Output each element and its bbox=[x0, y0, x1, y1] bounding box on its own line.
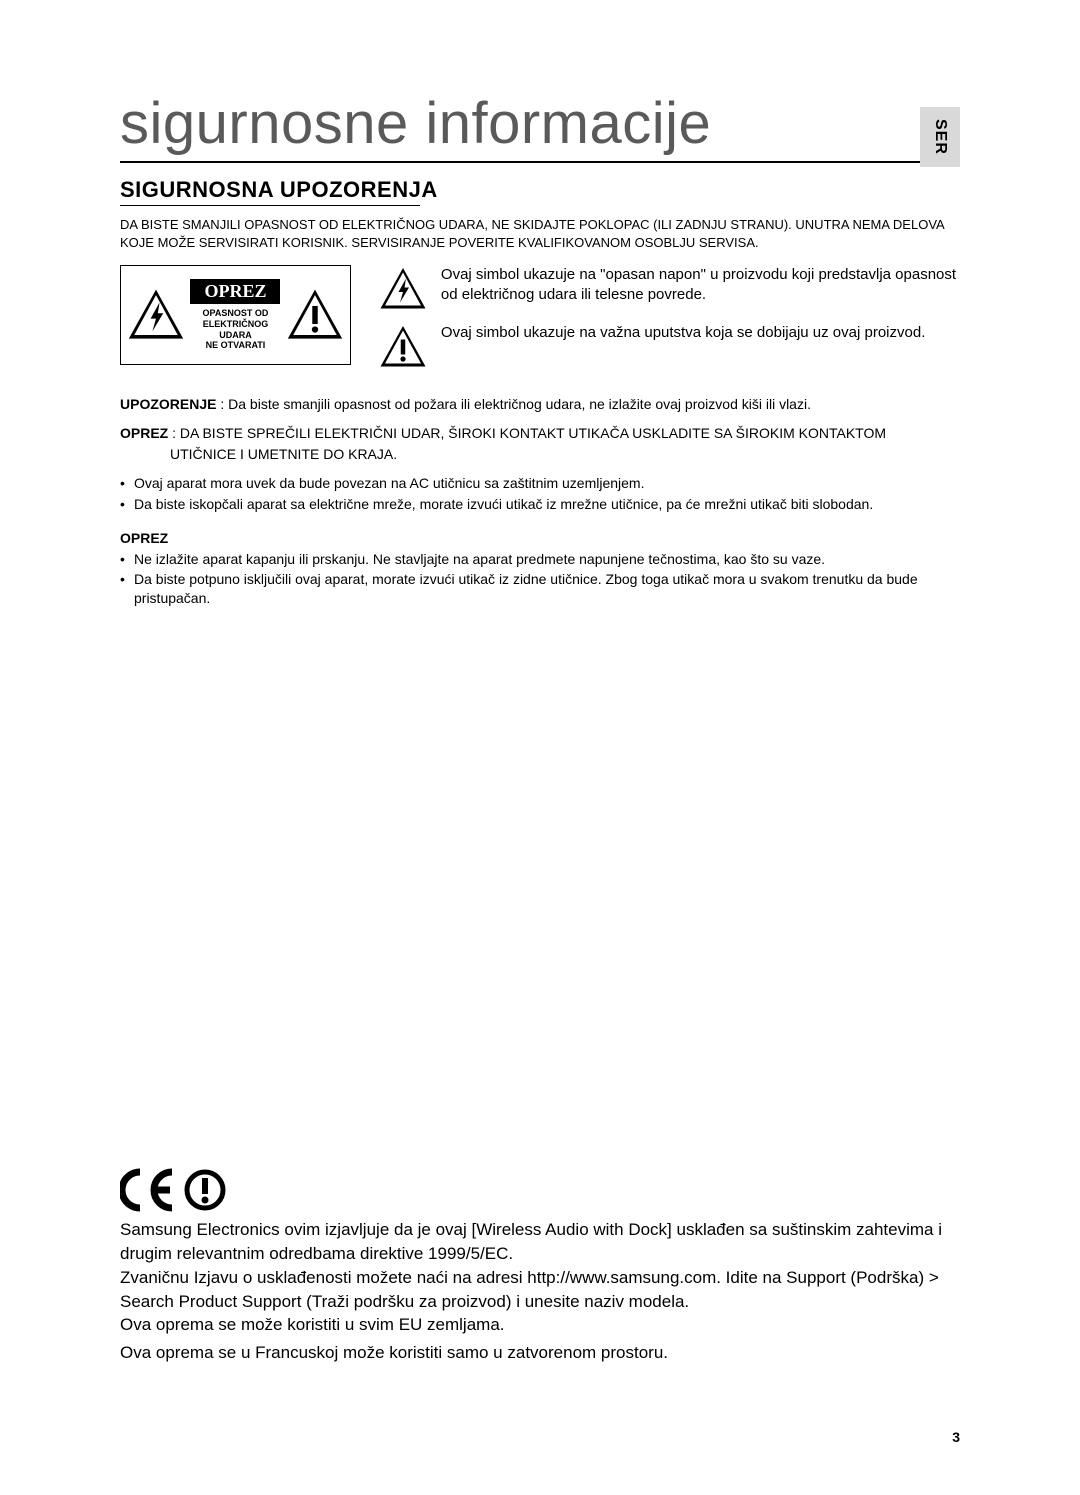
page-number: 3 bbox=[952, 1429, 960, 1445]
caution-line2: UDARA bbox=[185, 330, 286, 341]
symbol-explanations: Ovaj simbol ukazuje na "opasan napon" u … bbox=[379, 265, 960, 371]
list-item: Ne izlažite aparat kapanju ili prskanju.… bbox=[120, 550, 960, 569]
page-title: sigurnosne informacije bbox=[120, 90, 960, 157]
warning-text: : Da biste smanjili opasnost od požara i… bbox=[216, 396, 811, 412]
list-item: Da biste potpuno isključili ovaj aparat,… bbox=[120, 570, 960, 608]
exclamation-triangle-icon bbox=[286, 286, 344, 344]
oprez-text-1: : DA BISTE SPREČILI ELEKTRIČNI UDAR, ŠIR… bbox=[168, 425, 886, 441]
ce-text-3: Ova oprema se može koristiti u svim EU z… bbox=[120, 1313, 960, 1337]
subtitle-divider bbox=[120, 205, 420, 206]
oprez-label: OPREZ bbox=[120, 425, 168, 441]
caution-label: OPREZ bbox=[190, 279, 280, 304]
symbol-bolt-text: Ovaj simbol ukazuje na "opasan napon" u … bbox=[441, 265, 960, 306]
bolt-triangle-icon bbox=[127, 286, 185, 344]
ce-text-2: Zvaničnu Izjavu o usklađenosti možete na… bbox=[120, 1266, 960, 1314]
ce-text-1: Samsung Electronics ovim izjavljuje da j… bbox=[120, 1218, 960, 1266]
symbol-item-bolt: Ovaj simbol ukazuje na "opasan napon" u … bbox=[379, 265, 960, 313]
language-tab: SER bbox=[920, 107, 960, 167]
warning-label: UPOZORENJE bbox=[120, 396, 216, 412]
bullet-list-a: Ovaj aparat mora uvek da bude povezan na… bbox=[120, 474, 960, 514]
symbol-item-excl: Ovaj simbol ukazuje na važna uputstva ko… bbox=[379, 323, 960, 371]
warning-paragraph: UPOZORENJE : Da biste smanjili opasnost … bbox=[120, 395, 960, 414]
oprez-section-label: OPREZ bbox=[120, 530, 960, 546]
title-divider bbox=[120, 161, 960, 163]
bolt-triangle-icon-small bbox=[379, 265, 427, 313]
ce-mark-icon bbox=[120, 1168, 960, 1212]
ce-text-4: Ova oprema se u Francuskoj može koristit… bbox=[120, 1341, 960, 1365]
caution-box: OPREZ OPASNOST OD ELEKTRIČNOG UDARA NE O… bbox=[120, 265, 351, 365]
ce-compliance-block: Samsung Electronics ovim izjavljuje da j… bbox=[120, 1168, 960, 1365]
intro-text: DA BISTE SMANJILI OPASNOST OD ELEKTRIČNO… bbox=[120, 216, 960, 251]
oprez-paragraph: OPREZ : DA BISTE SPREČILI ELEKTRIČNI UDA… bbox=[120, 424, 960, 443]
warning-symbols-row: OPREZ OPASNOST OD ELEKTRIČNOG UDARA NE O… bbox=[120, 265, 960, 371]
list-item: Ovaj aparat mora uvek da bude povezan na… bbox=[120, 474, 960, 493]
caution-line1: OPASNOST OD ELEKTRIČNOG bbox=[185, 308, 286, 330]
bullet-list-b: Ne izlažite aparat kapanju ili prskanju.… bbox=[120, 550, 960, 609]
section-heading: SIGURNOSNA UPOZORENJA bbox=[120, 177, 960, 203]
exclamation-triangle-icon-small bbox=[379, 323, 427, 371]
caution-center: OPREZ OPASNOST OD ELEKTRIČNOG UDARA NE O… bbox=[185, 279, 286, 351]
symbol-excl-text: Ovaj simbol ukazuje na važna uputstva ko… bbox=[441, 323, 960, 343]
list-item: Da biste iskopčali aparat sa električne … bbox=[120, 495, 960, 514]
language-tab-label: SER bbox=[931, 119, 949, 155]
caution-line3: NE OTVARATI bbox=[185, 340, 286, 351]
oprez-paragraph-cont: UTIČNICE I UMETNITE DO KRAJA. bbox=[120, 445, 960, 464]
